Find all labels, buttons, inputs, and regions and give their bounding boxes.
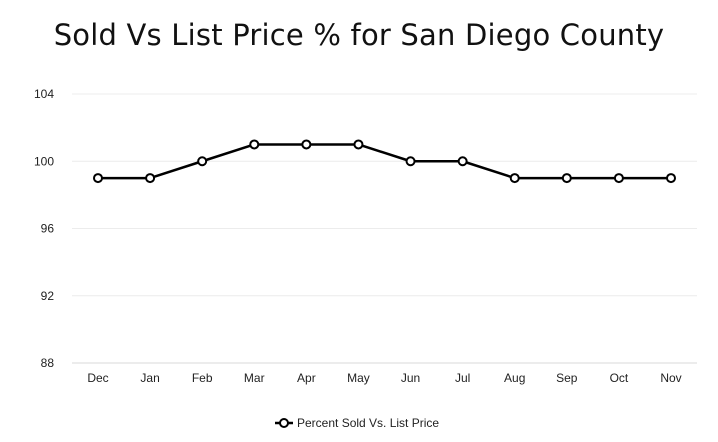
x-tick-label: Jan [140,371,159,385]
x-tick-label: Apr [297,371,316,385]
data-point[interactable] [509,173,520,184]
data-point[interactable] [561,173,572,184]
data-point[interactable] [301,139,312,150]
y-tick-label: 92 [41,289,55,303]
gridlines [72,93,697,364]
x-tick-label: Jul [455,371,470,385]
x-axis-ticks: Dec Jan Feb Mar Apr May Jun Jul Aug Sep Oct Nov [87,371,681,385]
data-point[interactable] [145,173,156,184]
data-point[interactable] [93,173,103,184]
y-tick-label: 88 [41,356,55,370]
chart-title: Sold Vs List Price % for San Diego Count… [53,18,665,52]
x-tick-label: Dec [87,371,108,385]
series-layer [93,139,676,184]
y-tick-label: 104 [34,87,54,101]
x-tick-label: May [347,371,370,385]
data-point[interactable] [353,139,364,150]
x-tick-label: Aug [504,371,525,385]
y-tick-label: 100 [34,154,54,168]
y-tick-label: 96 [41,222,55,236]
x-tick-label: Feb [192,371,213,385]
series-line [98,143,671,180]
legend-label: Percent Sold Vs. List Price [297,416,439,430]
data-point[interactable] [197,156,208,167]
legend-marker-swatch [279,418,289,428]
data-point[interactable] [249,139,260,150]
y-axis-ticks: 88 92 96 100 104 [34,87,54,370]
data-point[interactable] [405,156,416,167]
legend[interactable]: Percent Sold Vs. List Price [275,416,439,430]
x-tick-label: Nov [660,371,681,385]
x-tick-label: Oct [610,371,629,385]
data-point[interactable] [666,173,676,184]
x-tick-label: Jun [401,371,420,385]
x-tick-label: Sep [556,371,578,385]
x-tick-label: Mar [244,371,265,385]
data-point[interactable] [613,173,624,184]
data-point[interactable] [457,156,468,167]
